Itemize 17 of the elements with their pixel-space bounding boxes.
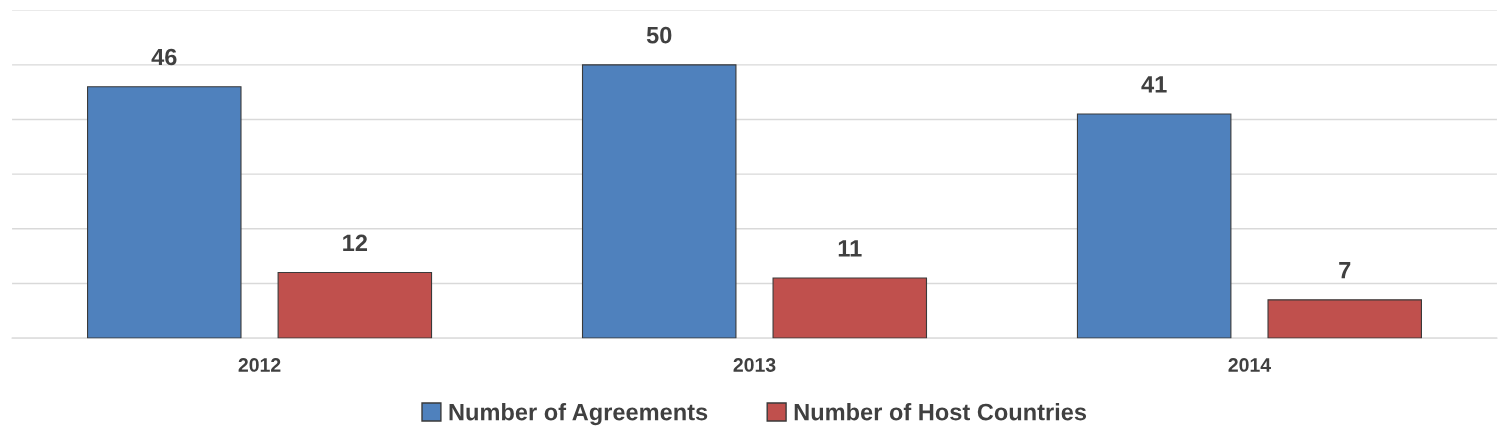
bar <box>1267 299 1423 339</box>
data-label: 41 <box>1141 76 1167 93</box>
bar <box>772 277 928 339</box>
bar <box>581 64 737 339</box>
data-label: 46 <box>151 48 177 66</box>
legend-label: Number of Agreements <box>449 403 708 426</box>
bar <box>1076 113 1232 339</box>
data-label: 12 <box>343 234 368 251</box>
x-tick-label: 2014 <box>1228 358 1271 372</box>
data-label: 7 <box>1339 262 1351 279</box>
bar <box>86 86 242 339</box>
data-label: 11 <box>838 240 862 257</box>
x-tick-label: 2012 <box>238 358 281 372</box>
data-label: 50 <box>646 26 672 44</box>
bar <box>277 271 433 339</box>
x-tick-label: 2013 <box>733 358 776 372</box>
legend-label: Number of Host Countries <box>794 403 1087 421</box>
